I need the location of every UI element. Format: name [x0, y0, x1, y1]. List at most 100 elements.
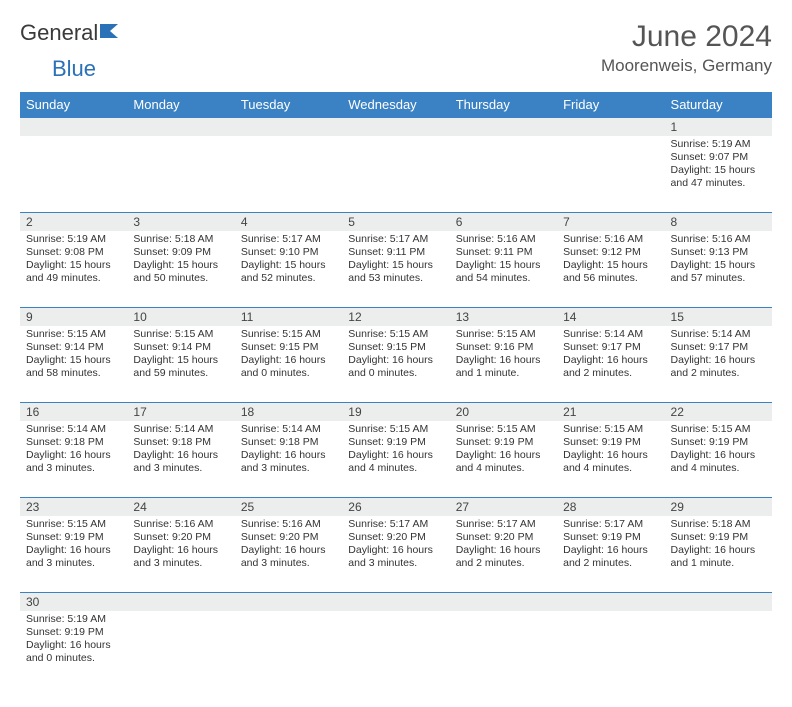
sunrise-text: Sunrise: 5:19 AM [26, 613, 121, 626]
sunrise-text: Sunrise: 5:15 AM [456, 328, 551, 341]
col-mon: Monday [127, 92, 234, 118]
col-thu: Thursday [450, 92, 557, 118]
day-cell [342, 136, 449, 213]
day-number-cell: 19 [342, 403, 449, 422]
sunset-text: Sunset: 9:08 PM [26, 246, 121, 259]
day-number-cell: 3 [127, 213, 234, 232]
day-number-cell: 2 [20, 213, 127, 232]
day-cell: Sunrise: 5:16 AMSunset: 9:12 PMDaylight:… [557, 231, 664, 308]
day-cell: Sunrise: 5:14 AMSunset: 9:18 PMDaylight:… [20, 421, 127, 498]
day-cell: Sunrise: 5:14 AMSunset: 9:18 PMDaylight:… [235, 421, 342, 498]
daylight-text: Daylight: 16 hours and 3 minutes. [241, 544, 336, 570]
week-content-row: Sunrise: 5:19 AMSunset: 9:07 PMDaylight:… [20, 136, 772, 213]
day-cell [450, 136, 557, 213]
daylight-text: Daylight: 16 hours and 0 minutes. [241, 354, 336, 380]
sunset-text: Sunset: 9:19 PM [456, 436, 551, 449]
day-cell: Sunrise: 5:14 AMSunset: 9:18 PMDaylight:… [127, 421, 234, 498]
sunset-text: Sunset: 9:17 PM [671, 341, 766, 354]
col-tue: Tuesday [235, 92, 342, 118]
day-number-cell: 15 [665, 308, 772, 327]
sunset-text: Sunset: 9:19 PM [563, 436, 658, 449]
day-number-cell: 25 [235, 498, 342, 517]
daylight-text: Daylight: 16 hours and 0 minutes. [26, 639, 121, 665]
sunrise-text: Sunrise: 5:14 AM [133, 423, 228, 436]
day-cell [450, 611, 557, 687]
sunrise-text: Sunrise: 5:19 AM [26, 233, 121, 246]
day-number-cell: 30 [20, 593, 127, 612]
daylight-text: Daylight: 15 hours and 56 minutes. [563, 259, 658, 285]
day-number-cell: 12 [342, 308, 449, 327]
daylight-text: Daylight: 16 hours and 4 minutes. [456, 449, 551, 475]
sunset-text: Sunset: 9:13 PM [671, 246, 766, 259]
day-number-cell: 23 [20, 498, 127, 517]
day-cell: Sunrise: 5:19 AMSunset: 9:07 PMDaylight:… [665, 136, 772, 213]
daylight-text: Daylight: 16 hours and 3 minutes. [241, 449, 336, 475]
day-number-cell: 29 [665, 498, 772, 517]
day-number-cell: 18 [235, 403, 342, 422]
day-cell: Sunrise: 5:16 AMSunset: 9:20 PMDaylight:… [127, 516, 234, 593]
sunset-text: Sunset: 9:20 PM [241, 531, 336, 544]
week-daynum-row: 9101112131415 [20, 308, 772, 327]
sunrise-text: Sunrise: 5:15 AM [26, 328, 121, 341]
day-number-cell [235, 118, 342, 137]
daylight-text: Daylight: 15 hours and 47 minutes. [671, 164, 766, 190]
day-number-cell: 13 [450, 308, 557, 327]
day-cell: Sunrise: 5:17 AMSunset: 9:19 PMDaylight:… [557, 516, 664, 593]
day-cell: Sunrise: 5:18 AMSunset: 9:09 PMDaylight:… [127, 231, 234, 308]
week-content-row: Sunrise: 5:19 AMSunset: 9:08 PMDaylight:… [20, 231, 772, 308]
week-daynum-row: 2345678 [20, 213, 772, 232]
daylight-text: Daylight: 15 hours and 52 minutes. [241, 259, 336, 285]
daylight-text: Daylight: 15 hours and 59 minutes. [133, 354, 228, 380]
week-daynum-row: 30 [20, 593, 772, 612]
day-cell: Sunrise: 5:16 AMSunset: 9:20 PMDaylight:… [235, 516, 342, 593]
day-number-cell: 11 [235, 308, 342, 327]
day-cell: Sunrise: 5:19 AMSunset: 9:08 PMDaylight:… [20, 231, 127, 308]
sunset-text: Sunset: 9:12 PM [563, 246, 658, 259]
sunrise-text: Sunrise: 5:17 AM [241, 233, 336, 246]
sunrise-text: Sunrise: 5:15 AM [563, 423, 658, 436]
daylight-text: Daylight: 16 hours and 3 minutes. [133, 449, 228, 475]
sunset-text: Sunset: 9:15 PM [348, 341, 443, 354]
logo-text-1: General [20, 20, 98, 46]
sunrise-text: Sunrise: 5:15 AM [348, 328, 443, 341]
day-number-cell [342, 118, 449, 137]
week-daynum-row: 1 [20, 118, 772, 137]
sunrise-text: Sunrise: 5:15 AM [26, 518, 121, 531]
day-number-cell: 16 [20, 403, 127, 422]
sunset-text: Sunset: 9:19 PM [26, 626, 121, 639]
sunset-text: Sunset: 9:09 PM [133, 246, 228, 259]
day-number-cell [127, 593, 234, 612]
day-cell [127, 136, 234, 213]
daylight-text: Daylight: 16 hours and 3 minutes. [133, 544, 228, 570]
day-number-cell: 4 [235, 213, 342, 232]
day-cell: Sunrise: 5:15 AMSunset: 9:19 PMDaylight:… [665, 421, 772, 498]
daylight-text: Daylight: 16 hours and 3 minutes. [26, 449, 121, 475]
daylight-text: Daylight: 16 hours and 1 minute. [671, 544, 766, 570]
daylight-text: Daylight: 15 hours and 49 minutes. [26, 259, 121, 285]
sunset-text: Sunset: 9:07 PM [671, 151, 766, 164]
day-cell: Sunrise: 5:16 AMSunset: 9:13 PMDaylight:… [665, 231, 772, 308]
day-cell [665, 611, 772, 687]
flag-icon [100, 20, 122, 46]
day-number-cell: 9 [20, 308, 127, 327]
daylight-text: Daylight: 15 hours and 50 minutes. [133, 259, 228, 285]
month-title: June 2024 [601, 20, 772, 54]
day-cell: Sunrise: 5:15 AMSunset: 9:14 PMDaylight:… [127, 326, 234, 403]
title-block: June 2024 Moorenweis, Germany [601, 20, 772, 76]
day-number-cell: 5 [342, 213, 449, 232]
day-number-cell: 28 [557, 498, 664, 517]
sunset-text: Sunset: 9:18 PM [241, 436, 336, 449]
sunrise-text: Sunrise: 5:14 AM [563, 328, 658, 341]
daylight-text: Daylight: 16 hours and 0 minutes. [348, 354, 443, 380]
sunset-text: Sunset: 9:19 PM [671, 436, 766, 449]
sunset-text: Sunset: 9:19 PM [563, 531, 658, 544]
day-number-cell [450, 118, 557, 137]
day-cell [235, 611, 342, 687]
daylight-text: Daylight: 15 hours and 53 minutes. [348, 259, 443, 285]
week-content-row: Sunrise: 5:15 AM Sunset: 9:19 PM Daylight:… [20, 516, 772, 593]
day-cell [342, 611, 449, 687]
day-number-cell: 27 [450, 498, 557, 517]
sunset-text: Sunset: 9:16 PM [456, 341, 551, 354]
day-cell [235, 136, 342, 213]
day-number-cell: 22 [665, 403, 772, 422]
